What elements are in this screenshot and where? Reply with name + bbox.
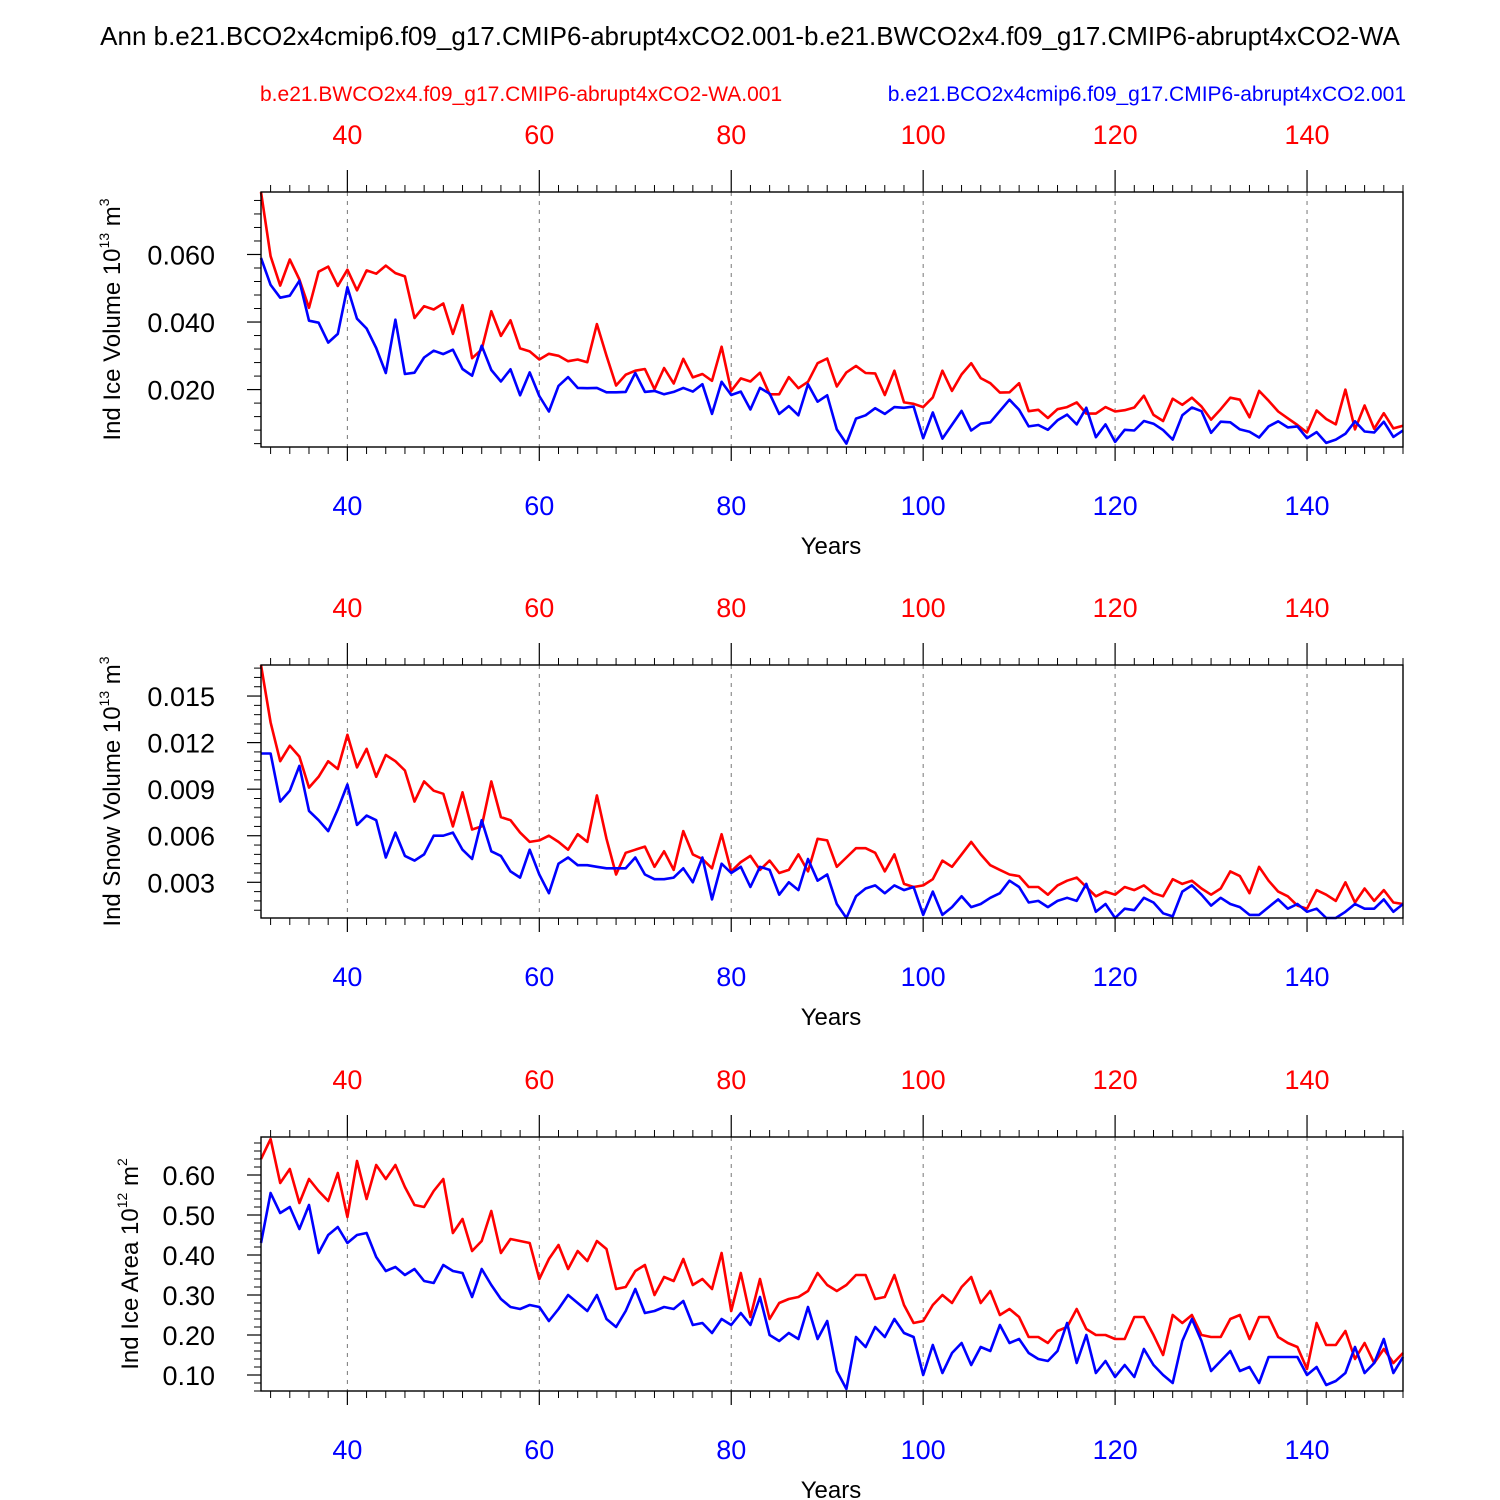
y-tick-label: 0.30 bbox=[162, 1281, 215, 1311]
x-tick-label-top: 40 bbox=[332, 1065, 362, 1095]
series-line-blue bbox=[259, 257, 1404, 445]
y-tick-label: 0.012 bbox=[147, 729, 215, 759]
y-tick-label: 0.040 bbox=[147, 308, 215, 338]
plot-frame bbox=[260, 191, 1404, 448]
y-tick-label: 0.40 bbox=[162, 1241, 215, 1271]
x-tick-label-top: 80 bbox=[716, 120, 746, 150]
y-label-unit-exponent: 3 bbox=[96, 198, 112, 206]
series-line-blue bbox=[261, 752, 1404, 920]
x-tick-label-bottom: 80 bbox=[716, 491, 746, 521]
y-tick-label: 0.50 bbox=[162, 1201, 215, 1231]
series-line-red bbox=[259, 664, 1404, 911]
chart-panel-1: 0.020 0.040 0.060 40 40 60 60 80 80 100 100 120 120 1… bbox=[96, 83, 1406, 560]
y-tick-label: 0.015 bbox=[147, 682, 215, 712]
x-tick-label-bottom: 60 bbox=[524, 962, 554, 992]
x-tick-label-top: 60 bbox=[524, 593, 554, 623]
x-tick-label-top: 80 bbox=[716, 1065, 746, 1095]
series-line-blue bbox=[259, 1191, 1405, 1391]
chart-panel-3: 0.10 0.20 0.30 0.40 0.50 0.60 40 40 60 60 80 80 100 1… bbox=[114, 1065, 1405, 1500]
y-tick-label: 0.10 bbox=[162, 1361, 215, 1391]
y-label-exponent: 13 bbox=[96, 691, 112, 707]
x-tick-label-bottom: 60 bbox=[524, 1435, 554, 1465]
y-label-exponent: 13 bbox=[96, 233, 112, 249]
x-tick-label-top: 80 bbox=[716, 593, 746, 623]
y-label-exponent: 12 bbox=[114, 1193, 130, 1209]
x-tick-label-bottom: 140 bbox=[1285, 1435, 1330, 1465]
x-tick-label-top: 40 bbox=[332, 593, 362, 623]
legend-entry-blue: b.e21.BCO2x4cmip6.f09_g17.CMIP6-abrupt4x… bbox=[888, 83, 1406, 106]
x-tick-label-top: 60 bbox=[524, 120, 554, 150]
x-tick-label-bottom: 80 bbox=[716, 962, 746, 992]
x-tick-label-top: 100 bbox=[901, 593, 946, 623]
y-tick-label: 0.009 bbox=[147, 775, 215, 805]
x-axis-label: Years bbox=[801, 533, 862, 560]
x-tick-label-bottom: 120 bbox=[1093, 491, 1138, 521]
y-tick-label: 0.006 bbox=[147, 822, 215, 852]
x-tick-label-top: 120 bbox=[1093, 120, 1138, 150]
x-axis-label: Years bbox=[801, 1477, 862, 1500]
chart-panel-2: 0.003 0.006 0.009 0.012 0.015 40 40 60 60 80 80 100… bbox=[96, 593, 1404, 1031]
x-tick-label-bottom: 120 bbox=[1093, 1435, 1138, 1465]
plot-frame bbox=[260, 1136, 1404, 1392]
x-tick-label-top: 60 bbox=[524, 1065, 554, 1095]
y-tick-label: 0.20 bbox=[162, 1321, 215, 1351]
x-axis-label: Years bbox=[801, 1004, 862, 1031]
x-tick-label-bottom: 100 bbox=[901, 962, 946, 992]
x-tick-label-bottom: 40 bbox=[332, 491, 362, 521]
x-tick-label-top: 100 bbox=[901, 1065, 946, 1095]
series-line-red bbox=[259, 191, 1404, 434]
x-tick-label-top: 100 bbox=[901, 120, 946, 150]
y-axis-label: Ind Ice Volume 1013 m3 bbox=[96, 198, 126, 440]
series-line-red bbox=[259, 1137, 1404, 1371]
x-tick-label-bottom: 40 bbox=[332, 962, 362, 992]
y-tick-label: 0.020 bbox=[147, 376, 215, 406]
y-label-unit-exponent: 2 bbox=[114, 1158, 130, 1166]
x-tick-label-top: 140 bbox=[1285, 120, 1330, 150]
y-tick-label: 0.060 bbox=[147, 240, 215, 270]
x-tick-label-bottom: 100 bbox=[901, 1435, 946, 1465]
x-tick-label-bottom: 140 bbox=[1285, 962, 1330, 992]
x-tick-label-top: 40 bbox=[332, 120, 362, 150]
plot-frame bbox=[260, 664, 1404, 919]
x-tick-label-top: 140 bbox=[1285, 1065, 1330, 1095]
y-axis-label: Ind Snow Volume 1013 m3 bbox=[96, 656, 126, 926]
x-tick-label-top: 140 bbox=[1285, 593, 1330, 623]
x-tick-label-bottom: 60 bbox=[524, 491, 554, 521]
x-tick-label-bottom: 140 bbox=[1285, 491, 1330, 521]
x-tick-label-bottom: 120 bbox=[1093, 962, 1138, 992]
x-tick-label-top: 120 bbox=[1093, 1065, 1138, 1095]
legend-entry-red: b.e21.BWCO2x4.f09_g17.CMIP6-abrupt4xCO2-… bbox=[260, 83, 782, 106]
y-tick-label: 0.003 bbox=[147, 868, 215, 898]
y-label-unit-exponent: 3 bbox=[96, 656, 112, 664]
y-axis-label: Ind Ice Area 1012 m2 bbox=[114, 1158, 144, 1370]
x-tick-label-top: 120 bbox=[1093, 593, 1138, 623]
x-tick-label-bottom: 40 bbox=[332, 1435, 362, 1465]
y-tick-label: 0.60 bbox=[162, 1161, 215, 1191]
x-tick-label-bottom: 100 bbox=[901, 491, 946, 521]
figure-title: Ann b.e21.BCO2x4cmip6.f09_g17.CMIP6-abru… bbox=[100, 21, 1400, 51]
x-tick-label-bottom: 80 bbox=[716, 1435, 746, 1465]
